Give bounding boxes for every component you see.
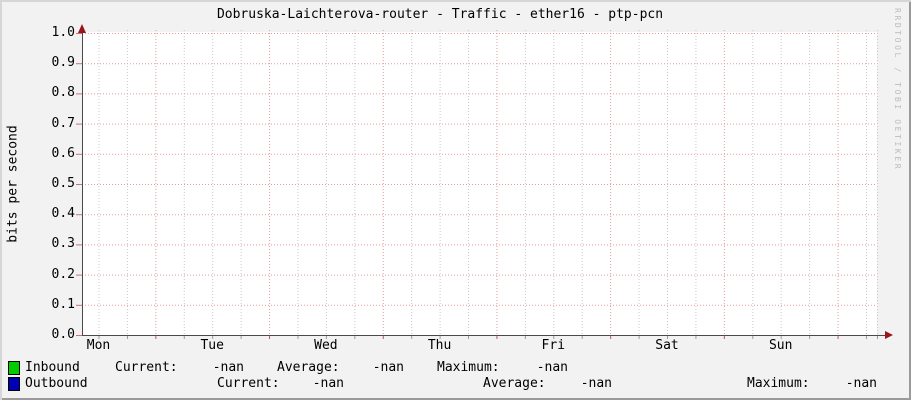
legend-maximum-label: Maximum: bbox=[747, 376, 810, 391]
legend-average-label: Average: bbox=[483, 376, 546, 391]
legend-maximum-label: Maximum: bbox=[437, 360, 500, 375]
x-day-label: Sun bbox=[768, 338, 793, 353]
outbound-swatch bbox=[8, 377, 20, 391]
x-day-label: Wed bbox=[314, 338, 338, 353]
plot-canvas bbox=[82, 32, 877, 335]
legend-average-label: Average: bbox=[277, 360, 340, 375]
legend-current-value: -nan bbox=[312, 376, 344, 391]
x-day-label: Tue bbox=[200, 338, 224, 353]
y-axis-label: bits per second bbox=[5, 125, 21, 243]
legend-average-value: -nan bbox=[372, 360, 404, 375]
y-tick-label: 0.8 bbox=[51, 85, 75, 101]
x-day-label: Thu bbox=[427, 338, 452, 353]
y-tick-label: 1.0 bbox=[51, 25, 75, 40]
x-day-label: Mon bbox=[86, 338, 111, 353]
y-tick-label: 0.1 bbox=[51, 296, 75, 312]
rrdtool-watermark: RRDTOOL / TOBI OETIKER bbox=[893, 8, 902, 172]
y-tick-label: 0.0 bbox=[51, 327, 75, 342]
y-tick-label: 0.2 bbox=[51, 266, 75, 282]
x-day-label: Fri bbox=[541, 338, 566, 353]
y-tick-label: 0.9 bbox=[51, 55, 75, 71]
legend-current-label: Current: bbox=[115, 360, 178, 375]
legend-maximum-value: -nan bbox=[845, 376, 877, 391]
y-tick-label: 0.6 bbox=[51, 145, 75, 161]
legend-maximum-value: -nan bbox=[536, 360, 568, 375]
legend-row-inbound: Inbound Current: -nan Average: -nan Maxi… bbox=[0, 361, 911, 375]
y-tick-label: 0.4 bbox=[51, 206, 75, 222]
legend-series-name: Outbound bbox=[25, 376, 88, 391]
x-day-label: Sat bbox=[655, 338, 679, 353]
legend-current-value: -nan bbox=[212, 360, 244, 375]
y-tick-label: 0.7 bbox=[51, 115, 75, 131]
legend-current-label: Current: bbox=[217, 376, 280, 391]
legend-average-value: -nan bbox=[580, 376, 612, 391]
y-tick-label: 0.3 bbox=[51, 236, 75, 252]
inbound-swatch bbox=[8, 361, 20, 375]
legend-series-name: Inbound bbox=[25, 360, 80, 375]
y-tick-label: 0.5 bbox=[51, 176, 75, 191]
legend-row-outbound: Outbound Current: -nan Average: -nan Max… bbox=[0, 377, 911, 391]
graph-title: Dobruska-Laichterova-router - Traffic - … bbox=[216, 7, 664, 22]
